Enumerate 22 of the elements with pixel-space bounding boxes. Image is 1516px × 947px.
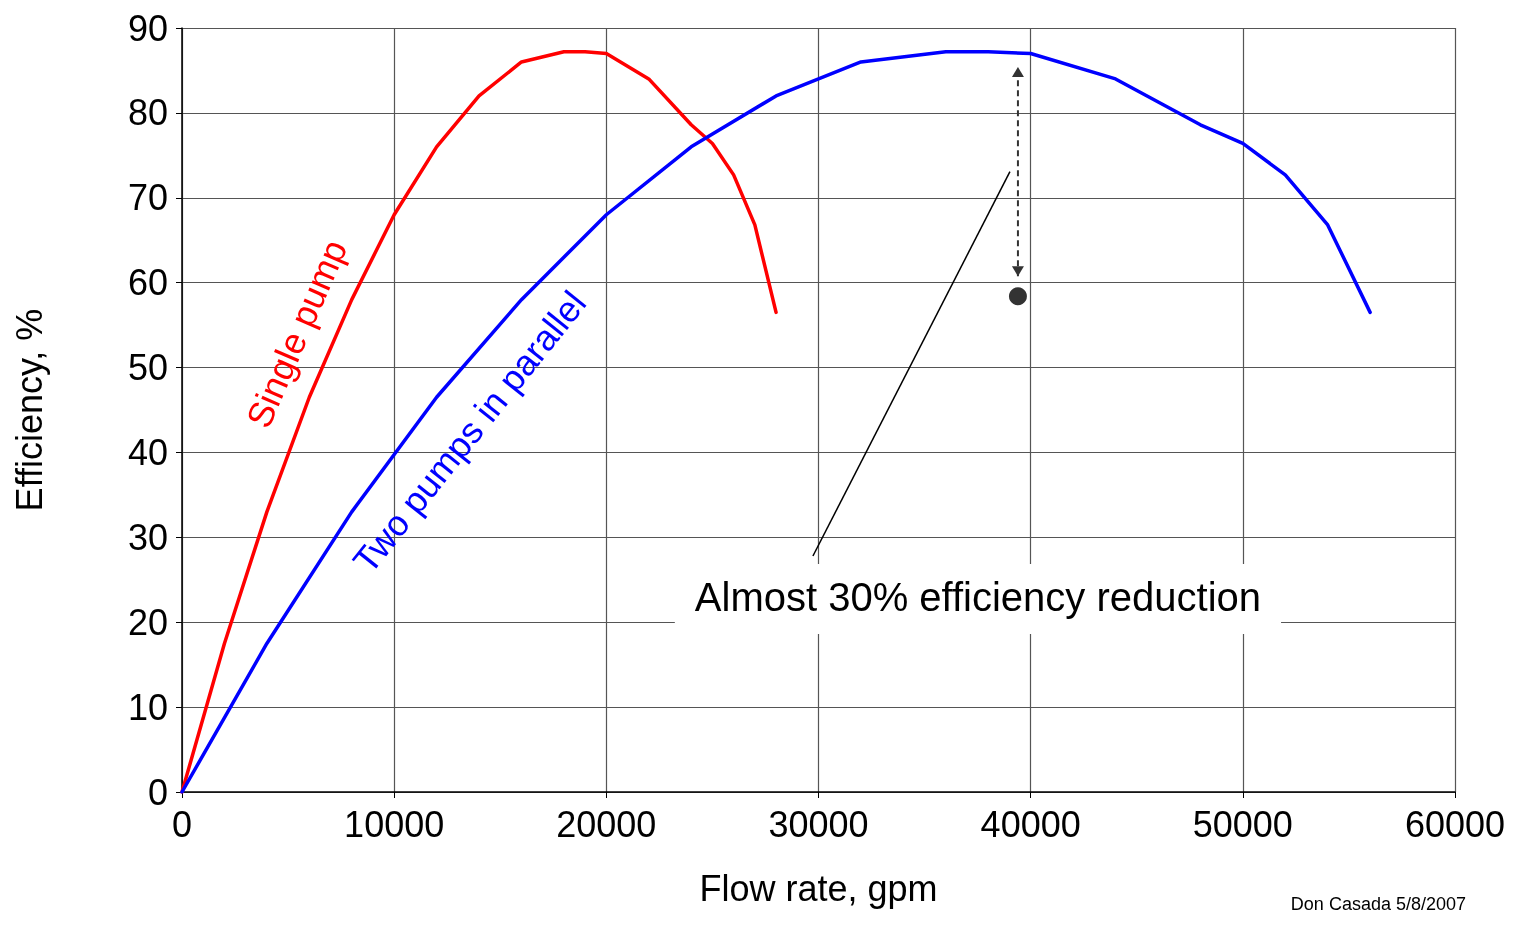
y-tick-label: 70	[127, 177, 168, 219]
x-tick-label: 10000	[344, 803, 445, 845]
annotation: Almost 30% efficiency reduction	[694, 574, 1262, 619]
text: Don Casada 5/8/2007	[1290, 894, 1466, 914]
x-tick-label: 40000	[980, 803, 1081, 845]
y-tick-label: 80	[127, 92, 168, 134]
x-tick-label: 50000	[1192, 803, 1293, 845]
x-tick-label: 20000	[556, 803, 657, 845]
y-tick-label: 10	[127, 686, 168, 728]
y-tick-label: 90	[127, 7, 168, 49]
x-tick-label: 30000	[768, 803, 869, 845]
y-axis-title: Efficiency, %	[8, 308, 50, 512]
y-tick-label: 50	[127, 347, 168, 389]
x-tick-label: 60000	[1404, 803, 1506, 845]
text: Single pump	[237, 233, 356, 434]
y-tick-label: 0	[147, 771, 168, 813]
y-tick-label: 20	[127, 601, 168, 643]
y-tick-label: 30	[127, 516, 168, 558]
y-tick-label: 60	[127, 262, 168, 304]
x-axis-title: Flow rate, gpm	[699, 867, 938, 909]
line-series	[180, 50, 1372, 794]
y-tick-label: 40	[127, 431, 168, 473]
